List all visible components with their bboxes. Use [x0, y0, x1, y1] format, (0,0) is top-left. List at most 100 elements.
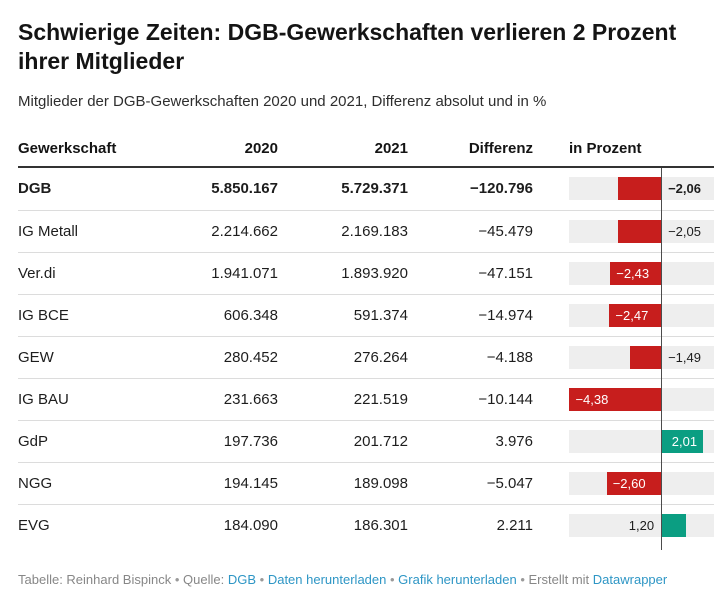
- cell-2021: 201.712: [353, 432, 408, 450]
- percent-bar: −2,47: [609, 303, 662, 327]
- cell-union-name: IG Metall: [18, 222, 79, 240]
- column-header-differenz: Differenz: [468, 139, 533, 157]
- cell-2021: 5.729.371: [341, 180, 408, 198]
- chart-container: Schwierige Zeiten: DGB-Gewerkschaften ve…: [18, 19, 714, 587]
- cell-2020: 1.941.071: [211, 264, 278, 282]
- footer-source-label: Quelle:: [183, 571, 225, 587]
- cell-differenz: −14.974: [478, 306, 533, 324]
- footer-sep-2: •: [259, 571, 265, 587]
- footer-download-data-link[interactable]: Daten herunterladen: [267, 571, 387, 587]
- cell-union-name: Ver.di: [18, 264, 56, 282]
- bar-value-label: −4,38: [575, 391, 609, 407]
- bar-value-label: −2,47: [615, 307, 649, 323]
- bar-area: −2,43: [569, 261, 714, 285]
- bar-area: −2,47: [569, 303, 714, 327]
- cell-percent-bar: −2,60: [533, 471, 714, 495]
- table-row: NGG 194.145 189.098 −5.047 −2,60: [18, 461, 714, 504]
- footer-source-link[interactable]: DGB: [227, 571, 257, 587]
- cell-2020: 184.090: [223, 516, 278, 534]
- bar-area: −2,06: [569, 177, 714, 201]
- cell-percent-bar: 2,01: [533, 429, 714, 453]
- bar-value-label: −2,43: [616, 265, 650, 281]
- cell-differenz: 2.211: [496, 516, 533, 534]
- column-header-gewerkschaft: Gewerkschaft: [18, 139, 117, 157]
- cell-percent-bar: −2,06: [533, 177, 714, 201]
- cell-2020: 194.145: [223, 474, 278, 492]
- footer-download-image-link[interactable]: Grafik herunterladen: [398, 571, 517, 587]
- cell-union-name: GdP: [18, 432, 49, 450]
- footer-sep-4: •: [520, 571, 525, 587]
- cell-2021: 186.301: [353, 516, 408, 534]
- footer: Tabelle: Reinhard Bispinck • Quelle: DGB…: [18, 572, 714, 587]
- footer-created-with-label: Erstellt mit: [528, 571, 590, 587]
- percent-bar: −2,43: [610, 261, 662, 285]
- page-subtitle: Mitglieder der DGB-Gewerkschaften 2020 u…: [18, 92, 547, 110]
- table-body: DGB 5.850.167 5.729.371 −120.796 −2,06 IG Met…: [18, 167, 714, 550]
- bar-area: −1,49: [569, 345, 714, 369]
- bar-area: −2,60: [569, 471, 714, 495]
- bar-value-label: −1,49: [668, 349, 701, 365]
- cell-differenz: −45.479: [478, 222, 533, 240]
- cell-percent-bar: −2,43: [533, 261, 714, 285]
- cell-2021: 276.264: [353, 348, 408, 366]
- percent-bar: [661, 513, 687, 537]
- bar-area: −2,05: [569, 219, 714, 243]
- cell-2021: 591.374: [353, 306, 408, 324]
- bar-area: 2,01: [569, 429, 714, 453]
- cell-2021: 2.169.183: [341, 222, 408, 240]
- table-row: IG BCE 606.348 591.374 −14.974 −2,47: [18, 293, 714, 336]
- cell-union-name: DGB: [18, 180, 52, 198]
- cell-differenz: −10.144: [478, 390, 533, 408]
- cell-2021: 189.098: [353, 474, 408, 492]
- cell-differenz: −5.047: [486, 474, 533, 492]
- cell-2021: 221.519: [353, 390, 408, 408]
- footer-sep-3: •: [389, 571, 395, 587]
- table-row: Ver.di 1.941.071 1.893.920 −47.151 −2,43: [18, 251, 714, 294]
- cell-2021: 1.893.920: [341, 264, 408, 282]
- cell-differenz: −120.796: [470, 180, 533, 198]
- bar-area: −4,38: [569, 387, 714, 411]
- table-row: GdP 197.736 201.712 3.976 2,01: [18, 419, 714, 462]
- cell-differenz: −47.151: [478, 264, 533, 282]
- table-row: EVG 184.090 186.301 2.211 1,20: [18, 503, 714, 546]
- percent-bar: [617, 177, 662, 201]
- table-row: GEW 280.452 276.264 −4.188 −1,49: [18, 335, 714, 378]
- cell-differenz: −4.188: [486, 348, 533, 366]
- table-row: IG Metall 2.214.662 2.169.183 −45.479 −2,05: [18, 209, 714, 252]
- table-row: DGB 5.850.167 5.729.371 −120.796 −2,06: [18, 168, 714, 210]
- cell-differenz: 3.976: [495, 432, 533, 450]
- column-header-in-prozent: in Prozent: [569, 139, 642, 157]
- bar-value-label: −2,60: [612, 475, 646, 491]
- bar-value-label: 2,01: [671, 433, 698, 449]
- cell-2020: 606.348: [223, 306, 278, 324]
- percent-bar: −4,38: [569, 387, 662, 411]
- bar-area: 1,20: [569, 513, 714, 537]
- table-header: Gewerkschaft 2020 2021 Differenz in Proz…: [18, 140, 714, 168]
- footer-sep-1: •: [174, 571, 180, 587]
- column-header-2020: 2020: [244, 139, 278, 157]
- column-header-2021: 2021: [374, 139, 408, 157]
- cell-union-name: NGG: [18, 474, 53, 492]
- bar-value-label: 1,20: [628, 517, 655, 533]
- cell-2020: 231.663: [223, 390, 278, 408]
- footer-datawrapper-link[interactable]: Datawrapper: [592, 571, 668, 587]
- cell-2020: 2.214.662: [211, 222, 278, 240]
- footer-credit: Tabelle: Reinhard Bispinck: [18, 571, 172, 587]
- cell-2020: 197.736: [223, 432, 278, 450]
- page-title: Schwierige Zeiten: DGB-Gewerkschaften ve…: [18, 19, 677, 75]
- cell-union-name: IG BAU: [18, 390, 69, 408]
- percent-bar: [618, 219, 662, 243]
- cell-percent-bar: −2,47: [533, 303, 714, 327]
- cell-percent-bar: −2,05: [533, 219, 714, 243]
- cell-percent-bar: −1,49: [533, 345, 714, 369]
- table-row: IG BAU 231.663 221.519 −10.144 −4,38: [18, 377, 714, 420]
- cell-union-name: IG BCE: [18, 306, 69, 324]
- cell-union-name: EVG: [18, 516, 50, 534]
- zero-axis-line: [661, 167, 662, 550]
- percent-bar: [629, 345, 662, 369]
- cell-2020: 5.850.167: [211, 180, 278, 198]
- cell-2020: 280.452: [223, 348, 278, 366]
- cell-percent-bar: 1,20: [533, 513, 714, 537]
- percent-bar: 2,01: [661, 429, 704, 453]
- bar-value-label: −2,05: [668, 223, 701, 239]
